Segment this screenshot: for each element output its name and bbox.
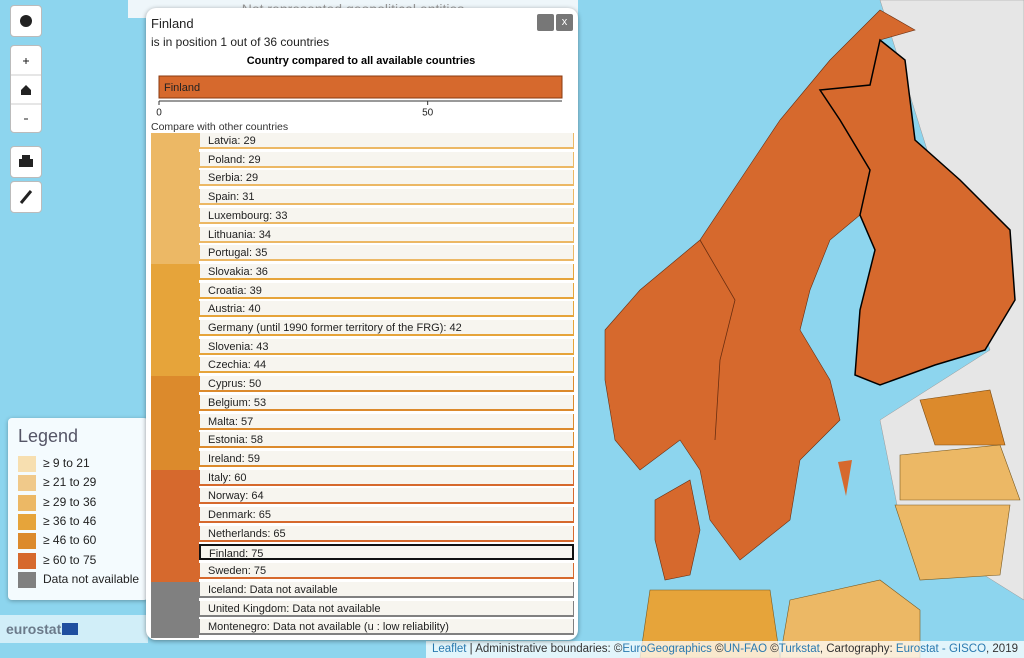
popup-subtitle: is in position 1 out of 36 countries bbox=[151, 35, 330, 49]
group-swatch bbox=[151, 376, 199, 470]
compare-label: Compare with other countries bbox=[151, 121, 289, 133]
attribution-text: | Administrative boundaries: © bbox=[466, 643, 623, 655]
country-row: Croatia: 39 bbox=[199, 282, 574, 299]
legend-swatch bbox=[18, 494, 36, 511]
legend-label: ≥ 36 to 46 bbox=[43, 514, 97, 529]
popup: Finland is in position 1 out of 36 count… bbox=[146, 8, 578, 640]
bar bbox=[158, 75, 563, 99]
group-swatch bbox=[151, 469, 199, 582]
country-row: Netherlands: 65 bbox=[199, 525, 574, 542]
legend-swatch bbox=[18, 533, 36, 550]
chart-title: Country compared to all available countr… bbox=[247, 55, 476, 67]
country-row: Poland: 29 bbox=[199, 151, 574, 168]
country-row: Portugal: 35 bbox=[199, 245, 574, 262]
legend-title: Legend bbox=[18, 426, 79, 446]
legend: Legend ≥ 9 to 21 ≥ 21 to 29 ≥ 29 to 36 ≥ 36… bbox=[8, 418, 148, 600]
attribution-link[interactable]: Turkstat bbox=[778, 643, 820, 655]
globe-button[interactable] bbox=[10, 5, 42, 37]
region-latvia bbox=[899, 444, 1021, 501]
attribution-text: , 2019 bbox=[986, 643, 1018, 655]
country-row: Austria: 40 bbox=[199, 301, 574, 318]
legend-item: ≥ 29 to 36 bbox=[18, 494, 97, 511]
legend-label: ≥ 60 to 75 bbox=[43, 552, 97, 567]
country-row: Czechia: 44 bbox=[199, 357, 574, 374]
popup-title: Finland bbox=[151, 16, 194, 31]
country-row: Iceland: Data not available bbox=[199, 581, 574, 598]
style-button[interactable] bbox=[10, 181, 42, 213]
legend-swatch bbox=[18, 571, 36, 588]
country-row: Montenegro: Data not available (u : low … bbox=[199, 619, 574, 636]
icon bbox=[19, 155, 33, 167]
bar-label: Finland bbox=[164, 82, 200, 94]
legend-label: ≥ 29 to 36 bbox=[43, 494, 97, 509]
country-row: Norway: 64 bbox=[199, 488, 574, 505]
legend-label: ≥ 46 to 60 bbox=[43, 533, 97, 548]
legend-swatch bbox=[18, 456, 36, 472]
x-tick-label: 50 bbox=[422, 108, 434, 119]
legend-item: ≥ 36 to 46 bbox=[18, 513, 97, 530]
legend-item: Data not available bbox=[18, 571, 140, 588]
region-lithuania bbox=[894, 504, 1011, 581]
legend-label: ≥ 21 to 29 bbox=[43, 475, 97, 490]
country-row: Finland: 75 bbox=[199, 544, 574, 561]
country-row: Lithuania: 34 bbox=[199, 226, 574, 243]
legend-label: Data not available bbox=[43, 571, 140, 586]
country-row: Estonia: 58 bbox=[199, 432, 574, 449]
country-row: Sweden: 75 bbox=[199, 563, 574, 580]
legend-item: ≥ 21 to 29 bbox=[18, 475, 97, 492]
popup-print[interactable] bbox=[537, 14, 554, 31]
country-row: Ireland: 59 bbox=[199, 450, 574, 467]
print-button[interactable] bbox=[10, 146, 42, 178]
popup-close[interactable]: x bbox=[556, 14, 573, 31]
country-row: Latvia: 29 bbox=[199, 133, 574, 149]
country-row: United Kingdom: Data not available bbox=[199, 600, 574, 617]
legend-swatch bbox=[18, 552, 36, 569]
border bbox=[699, 239, 736, 441]
attribution-link[interactable]: Leaflet bbox=[431, 643, 467, 655]
x-tick-label: 0 bbox=[156, 108, 162, 119]
group-swatch bbox=[151, 263, 199, 377]
zoom-group bbox=[10, 45, 42, 133]
logo: eurostat bbox=[6, 621, 62, 637]
country-row: Luxembourg: 33 bbox=[199, 207, 574, 224]
attribution-link[interactable]: UN-FAO bbox=[723, 643, 768, 655]
attribution-text: © bbox=[711, 643, 724, 655]
group-swatch bbox=[151, 133, 199, 264]
country-row: Spain: 31 bbox=[199, 189, 574, 206]
country-row: Germany (until 1990 former territory of … bbox=[199, 320, 574, 336]
icon bbox=[20, 15, 32, 27]
logo-bar: eurostat bbox=[0, 615, 148, 643]
group-swatch bbox=[151, 581, 199, 638]
region-sweden-norway bbox=[604, 9, 916, 561]
icon bbox=[19, 190, 33, 204]
legend-item: ≥ 60 to 75 bbox=[18, 552, 97, 569]
region-denmark bbox=[654, 479, 701, 581]
country-row: Denmark: 65 bbox=[199, 507, 574, 523]
eu-flag bbox=[62, 623, 78, 635]
country-row: Serbia: 29 bbox=[199, 170, 574, 187]
country-row: Belgium: 53 bbox=[199, 394, 574, 411]
country-row: Slovakia: 36 bbox=[199, 263, 574, 280]
country-row: Cyprus: 50 bbox=[199, 376, 574, 393]
comparison-chart: Country compared to all available countr… bbox=[156, 55, 563, 119]
attribution-text: © bbox=[767, 643, 779, 655]
country-row: Slovenia: 43 bbox=[199, 338, 574, 355]
legend-label: ≥ 9 to 21 bbox=[43, 456, 90, 471]
attribution-link[interactable]: EuroGeographics bbox=[622, 643, 712, 655]
region-finland bbox=[818, 38, 1016, 386]
region-estonia bbox=[919, 389, 1006, 446]
icon bbox=[11, 58, 41, 120]
legend-item: ≥ 46 to 60 bbox=[18, 533, 97, 550]
attribution: Leaflet | Administrative boundaries: ©Eu… bbox=[425, 641, 1024, 658]
country-row: Malta: 57 bbox=[199, 413, 574, 430]
country-row: Italy: 60 bbox=[199, 469, 574, 486]
legend-item: ≥ 9 to 21 bbox=[18, 456, 90, 472]
attribution-link[interactable]: Eurostat - GISCO bbox=[895, 643, 987, 655]
region-gotland bbox=[838, 460, 852, 496]
attribution-text: , Cartography: bbox=[819, 643, 896, 655]
legend-swatch bbox=[18, 475, 36, 492]
legend-swatch bbox=[18, 513, 36, 530]
